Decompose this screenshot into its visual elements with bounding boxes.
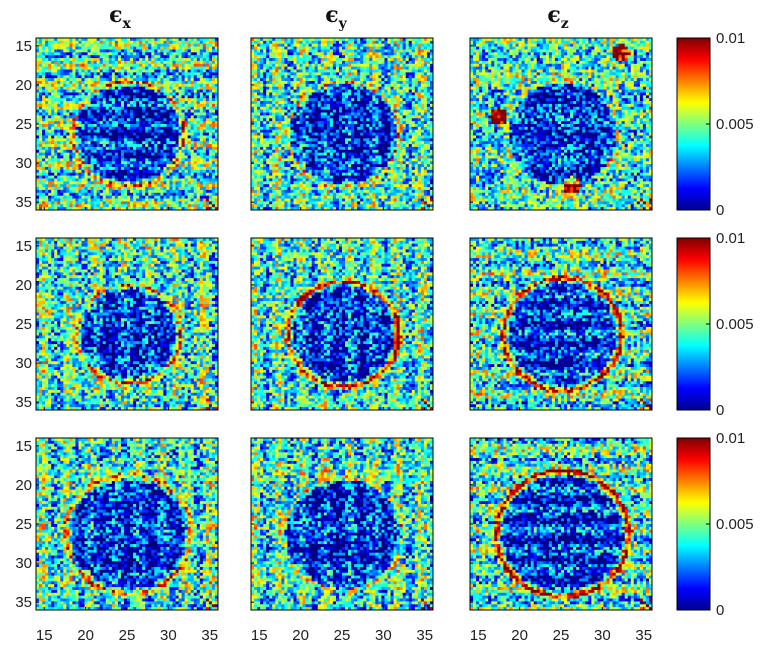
y-tick-label: 30: [15, 355, 32, 372]
colorbar-tick-label: 0: [716, 602, 724, 619]
colorbar-tick-label: 0.01: [716, 30, 745, 47]
colorbar-3: 0.01 0.005 0: [677, 430, 754, 619]
x-tick-label: 25: [553, 627, 570, 644]
x-tick-label: 15: [36, 627, 53, 644]
x-tick-label: 20: [292, 627, 309, 644]
colorbar-tick-label: 0.01: [716, 230, 745, 247]
colorbar-tick-label: 0.005: [716, 516, 754, 533]
x-tick-label: 35: [416, 627, 433, 644]
y-tick-label: 15: [15, 38, 32, 55]
x-tick-label: 30: [160, 627, 177, 644]
colorbar-tick-label: 0: [716, 202, 724, 219]
colorbar-tick-label: 0.005: [716, 316, 754, 333]
heatmap-panel-r3-c2: [251, 438, 433, 610]
x-tick-label: 15: [251, 627, 268, 644]
x-tick-label: 30: [375, 627, 392, 644]
y-tick-label: 25: [15, 116, 32, 133]
colorbar-2: 0.01 0.005 0: [677, 230, 754, 419]
colorbar-1: 0.01 0.005 0: [677, 30, 754, 219]
x-tick-label: 20: [511, 627, 528, 644]
column-title-1: ϵx: [109, 2, 131, 32]
x-tick-label: 35: [201, 627, 218, 644]
y-tick-label: 35: [15, 194, 32, 211]
heatmap-panels: [36, 38, 652, 610]
y-tick-label: 20: [15, 477, 32, 494]
y-tick-label: 25: [15, 516, 32, 533]
x-tick-label: 25: [119, 627, 136, 644]
column-title-2: ϵy: [325, 2, 347, 32]
heatmap-panel-r3-c1: [36, 438, 218, 610]
heatmap-panel-r1-c1: [36, 38, 218, 210]
x-tick-label: 35: [635, 627, 652, 644]
x-tick-label: 20: [77, 627, 94, 644]
heatmap-panel-r2-c2: [251, 238, 433, 410]
heatmap-panel-r2-c1: [36, 238, 218, 410]
y-tick-label: 35: [15, 394, 32, 411]
heatmap-panel-r1-c2: [251, 38, 433, 210]
colorbar-gradient: [677, 38, 710, 210]
colorbars: 0.01 0.005 0 0.01 0.005 0 0.01 0.005 0: [677, 30, 754, 619]
x-tick-label: 25: [334, 627, 351, 644]
column-title-3: ϵz: [547, 2, 568, 32]
y-tick-label: 30: [15, 155, 32, 172]
colorbar-tick-label: 0.005: [716, 116, 754, 133]
heatmap-panel-r2-c3: [470, 238, 652, 410]
heatmap-panel-r3-c3: [470, 438, 652, 610]
y-tick-label: 25: [15, 316, 32, 333]
x-tick-label: 30: [594, 627, 611, 644]
colorbar-gradient: [677, 238, 710, 410]
y-tick-label: 15: [15, 438, 32, 455]
colorbar-tick-label: 0.01: [716, 430, 745, 447]
y-tick-label: 20: [15, 277, 32, 294]
y-tick-label: 20: [15, 77, 32, 94]
y-tick-label: 15: [15, 238, 32, 255]
colorbar-tick-label: 0: [716, 402, 724, 419]
colorbar-gradient: [677, 438, 710, 610]
y-tick-label: 30: [15, 555, 32, 572]
x-tick-label: 15: [470, 627, 487, 644]
y-tick-label: 35: [15, 594, 32, 611]
heatmap-panel-r1-c3: [470, 38, 652, 210]
